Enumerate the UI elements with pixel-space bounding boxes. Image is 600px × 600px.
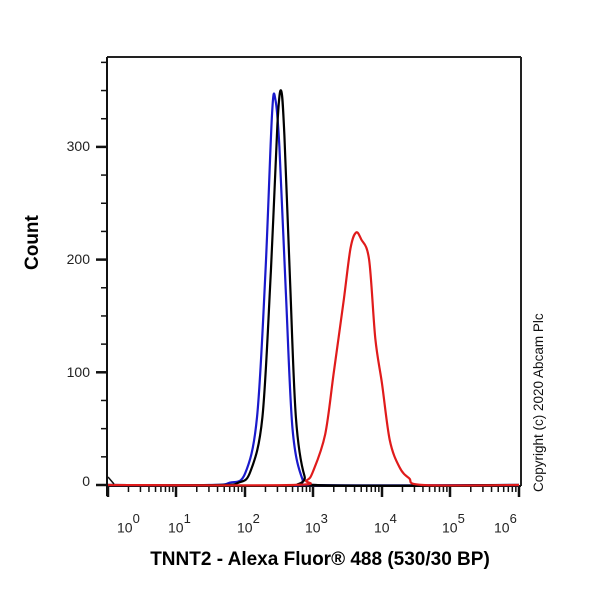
- x-axis-label: TNNT2 - Alexa Fluor® 488 (530/30 BP): [150, 549, 490, 570]
- x-tick-label-1e2: 102: [237, 511, 260, 536]
- y-axis-ticks: [96, 61, 107, 487]
- red-tnnt2-curve: [107, 231, 520, 487]
- y-tick-label-200: 200: [66, 251, 90, 267]
- x-tick-label-1e6: 106: [494, 511, 517, 536]
- x-axis-ticks: [106, 486, 521, 497]
- x-tick-label-1e0: 100: [117, 511, 140, 536]
- y-tick-label-0: 0: [82, 473, 90, 489]
- copyright-notice: Copyright (c) 2020 Abcam Plc: [531, 313, 546, 492]
- x-tick-label-1e4: 104: [374, 511, 397, 536]
- y-axis-label: Count: [22, 215, 43, 270]
- blue-control-curve: [107, 92, 520, 487]
- histogram-curves: [107, 89, 520, 487]
- x-tick-label-1e5: 105: [442, 511, 465, 536]
- black-control-curve: [107, 89, 520, 487]
- y-tick-label-300: 300: [66, 138, 90, 154]
- y-tick-label-100: 100: [66, 364, 90, 380]
- plot-frame: [106, 56, 522, 496]
- x-tick-label-1e3: 103: [305, 511, 328, 536]
- x-tick-label-1e1: 101: [168, 511, 191, 536]
